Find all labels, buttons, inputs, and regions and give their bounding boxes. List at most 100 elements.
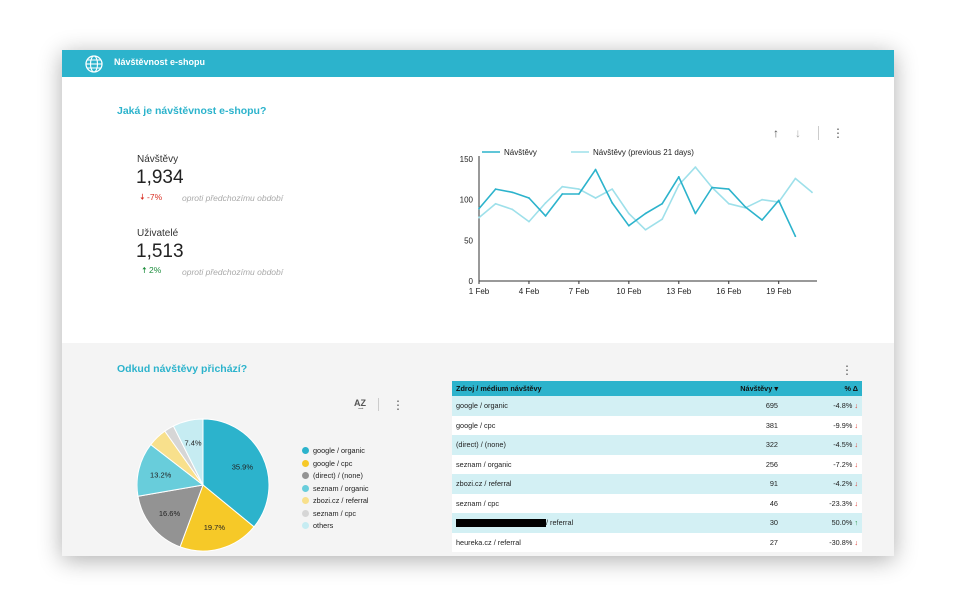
- table-row[interactable]: heureka.cz / referral 27 -30.8% ↓: [452, 532, 862, 552]
- point-current: [694, 212, 697, 215]
- pie-slice: [202, 418, 270, 528]
- sort-az-icon[interactable]: A͢Z: [354, 398, 366, 408]
- legend-label: Návštěvy (previous 21 days): [593, 148, 694, 157]
- cell-change: -7.2% ↓: [782, 454, 862, 474]
- table-row[interactable]: google / organic 695 -4.8% ↓: [452, 396, 862, 416]
- cell-change: 50.0% ↑: [782, 513, 862, 533]
- table-row[interactable]: / referral 30 50.0% ↑: [452, 513, 862, 533]
- arrow-up-icon: 🠅: [142, 265, 147, 275]
- kpi-visits-label: Návštěvy: [137, 154, 179, 165]
- point-current: [528, 197, 530, 199]
- point-current: [794, 235, 797, 238]
- cell-source: seznam / cpc: [452, 493, 692, 513]
- kpi-users-comparison: oproti předchozímu období: [182, 267, 284, 277]
- page-title: Návštěvnost e-shopu: [114, 57, 206, 67]
- col-header-visits[interactable]: Návštěvy ▾: [692, 381, 782, 396]
- point-previous: [761, 198, 763, 201]
- chart-menu-icon[interactable]: ⋮: [832, 126, 844, 140]
- cell-source: google / organic: [452, 396, 692, 416]
- point-current: [661, 202, 664, 205]
- section-title-traffic: Jaká je návštěvnost e-shopu?: [117, 105, 267, 117]
- table-row[interactable]: google / cpc 381 -9.9% ↓: [452, 415, 862, 435]
- kpi-visits-value: 1,934: [136, 167, 184, 188]
- point-previous: [727, 202, 730, 205]
- pie-slice-label: 35.9%: [232, 462, 254, 471]
- legend-label: seznam / organic: [313, 483, 369, 493]
- pie-slice-label: 7.4%: [184, 439, 201, 448]
- legend-label: google / organic: [313, 446, 365, 455]
- pie-slice-label: 13.2%: [150, 471, 172, 480]
- pie-legend-item[interactable]: (direct) / (none): [302, 471, 363, 480]
- point-previous: [561, 185, 564, 188]
- point-current: [727, 188, 730, 190]
- pie-slice-label: 16.6%: [159, 509, 181, 518]
- sort-down-icon[interactable]: ↓: [795, 126, 801, 140]
- pie-legend-item[interactable]: others: [302, 521, 333, 530]
- pie-menu-icon[interactable]: ⋮: [392, 398, 404, 412]
- sort-up-icon[interactable]: ↑: [773, 126, 779, 140]
- point-current: [761, 219, 763, 221]
- point-current: [627, 224, 630, 227]
- table-menu-icon[interactable]: ⋮: [841, 363, 853, 377]
- redaction-bar: [456, 519, 546, 528]
- point-previous: [478, 216, 480, 219]
- table-row[interactable]: zbozi.cz / referral 91 -4.2% ↓: [452, 474, 862, 494]
- pie-legend-item[interactable]: google / organic: [302, 446, 365, 455]
- pie-slice: [179, 484, 255, 552]
- cell-visits: 322: [692, 435, 782, 455]
- table-row[interactable]: (direct) / (none) 322 -4.5% ↓: [452, 435, 862, 455]
- section-title-sources: Odkud návštěvy přichází?: [117, 363, 248, 375]
- legend-swatch: [302, 484, 309, 492]
- col-header-change[interactable]: % Δ: [782, 381, 862, 396]
- table-row[interactable]: seznam / organic 256 -7.2% ↓: [452, 454, 862, 474]
- x-tick-label: 1 Feb: [469, 287, 490, 296]
- x-tick-label: 13 Feb: [666, 287, 691, 296]
- legend-label: seznam / cpc: [313, 508, 356, 518]
- point-previous: [677, 184, 680, 186]
- y-tick-label: 100: [460, 196, 474, 205]
- point-previous: [694, 166, 697, 169]
- point-current: [611, 202, 614, 204]
- point-current: [478, 207, 480, 210]
- point-previous: [644, 228, 647, 231]
- sources-table: Zdroj / médium návštěvy Návštěvy ▾ % Δ g…: [452, 381, 862, 552]
- pie-slice: [172, 418, 204, 486]
- cell-source: seznam / organic: [452, 454, 692, 474]
- kpi-users-value: 1,513: [136, 241, 184, 262]
- point-previous: [544, 202, 547, 204]
- point-current: [511, 191, 514, 194]
- point-previous: [494, 202, 497, 205]
- pie-legend-item[interactable]: seznam / cpc: [302, 509, 356, 518]
- point-current: [677, 175, 680, 178]
- point-previous: [811, 191, 813, 194]
- table-header-row: Zdroj / médium návštěvy Návštěvy ▾ % Δ: [452, 381, 862, 396]
- cell-change: -30.8% ↓: [782, 532, 862, 552]
- kpi-users-label: Uživatelé: [137, 228, 179, 239]
- pie-legend-item[interactable]: zbozi.cz / referral: [302, 496, 369, 505]
- point-previous: [511, 208, 514, 211]
- cell-visits: 46: [692, 493, 782, 513]
- cell-source: (direct) / (none): [452, 435, 692, 455]
- point-current: [561, 193, 564, 195]
- sources-pie-chart: 35.9% 19.7% 16.6% 13.2% 7.4%: [137, 418, 270, 552]
- cell-visits: 27: [692, 532, 782, 552]
- pie-slice: [137, 484, 204, 548]
- pie-legend-item[interactable]: seznam / organic: [302, 484, 369, 493]
- legend-label: Návštěvy: [504, 148, 537, 157]
- kpi-visits-delta: 🠇 -7%: [140, 192, 163, 202]
- col-header-source[interactable]: Zdroj / médium návštěvy: [452, 381, 692, 396]
- header-bar: Návštěvnost e-shopu: [62, 50, 894, 77]
- pie-legend-item[interactable]: google / cpc: [302, 459, 352, 468]
- point-previous: [661, 218, 664, 221]
- legend-label: others: [313, 521, 334, 530]
- cell-visits: 91: [692, 474, 782, 494]
- table-row[interactable]: seznam / cpc 46 -23.3% ↓: [452, 493, 862, 513]
- point-previous: [794, 177, 797, 180]
- cell-change: -4.5% ↓: [782, 435, 862, 455]
- globe-icon: [85, 55, 103, 73]
- legend-swatch: [302, 459, 309, 467]
- cell-change: -4.2% ↓: [782, 474, 862, 494]
- point-current: [494, 188, 497, 190]
- traffic-sources-section: Odkud návštěvy přichází? A͢Z ⋮ ⋮ 35.9% 19…: [62, 343, 894, 556]
- series-line-current: [478, 168, 797, 237]
